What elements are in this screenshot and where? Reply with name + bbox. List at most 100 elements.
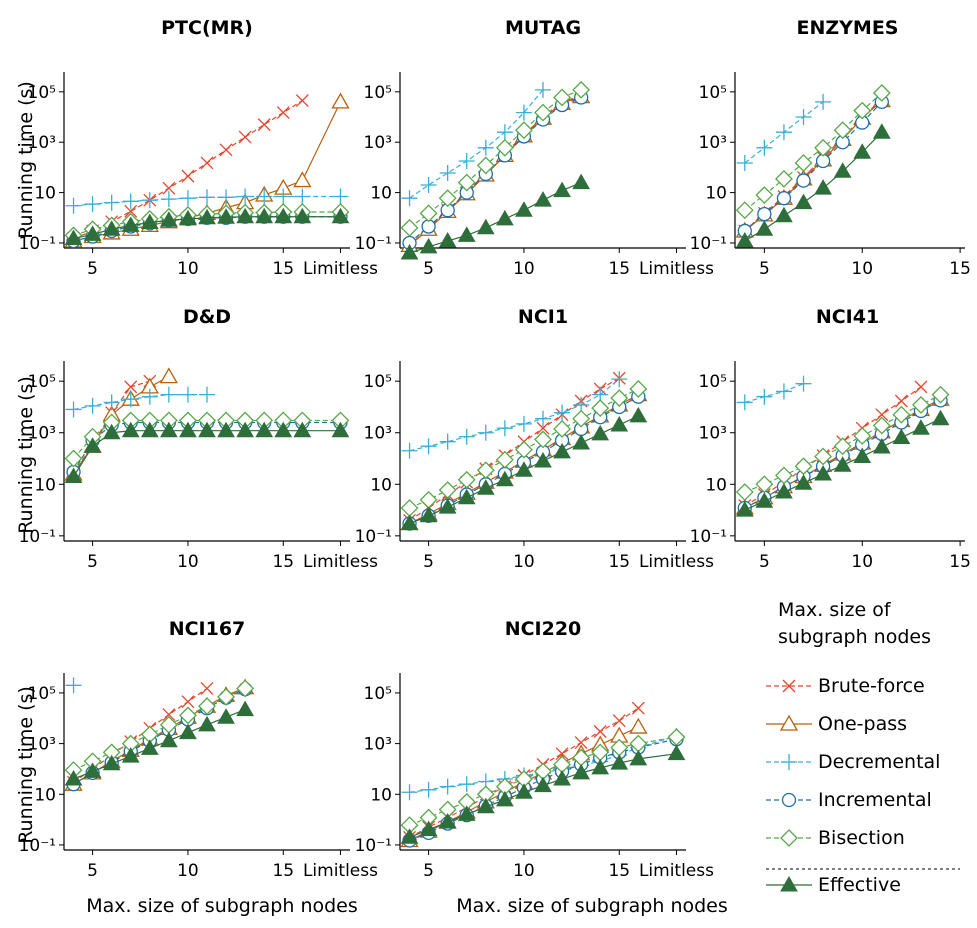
y-tick-label: 10⁻¹ bbox=[355, 527, 392, 547]
marker-brute-force bbox=[124, 204, 138, 218]
marker-decremental bbox=[275, 188, 292, 205]
y-axis-label-row1: Running time (s) bbox=[15, 81, 37, 239]
marker-incremental bbox=[796, 173, 811, 188]
marker-effective bbox=[293, 207, 312, 224]
y-tick-label: 10³ bbox=[364, 735, 392, 755]
marker-decremental bbox=[554, 404, 571, 421]
marker-effective bbox=[160, 731, 178, 748]
marker-effective bbox=[476, 218, 495, 235]
panel-title: ENZYMES bbox=[797, 17, 899, 39]
marker-bisection bbox=[419, 204, 438, 223]
legend-item-incremental: Incremental bbox=[766, 789, 932, 811]
marker-decremental bbox=[199, 189, 215, 206]
marker-brute-force bbox=[555, 747, 569, 761]
panel-3: D&D 10⁻¹ 10 10³ 10⁵ 5 10 15 Limitless bbox=[19, 306, 379, 572]
marker-effective bbox=[198, 715, 216, 732]
marker-decremental bbox=[458, 152, 475, 169]
y-tick-label: 10⁵ bbox=[364, 372, 392, 392]
marker-bisection bbox=[572, 409, 591, 428]
marker-decremental bbox=[756, 388, 773, 405]
marker-effective bbox=[83, 762, 102, 778]
marker-effective bbox=[236, 421, 254, 438]
marker-decremental bbox=[84, 196, 101, 213]
legend-marker bbox=[780, 829, 798, 847]
marker-brute-force bbox=[181, 169, 195, 183]
marker-bisection bbox=[419, 490, 438, 509]
marker-effective bbox=[457, 226, 476, 242]
series-line-effective bbox=[409, 182, 582, 254]
marker-effective bbox=[64, 770, 83, 786]
marker-decremental bbox=[458, 428, 475, 445]
y-tick-label: 10³ bbox=[699, 424, 727, 444]
y-tick-label: 10 bbox=[34, 475, 56, 495]
marker-bisection bbox=[515, 440, 533, 459]
series-line-decremental bbox=[744, 383, 804, 403]
marker-incremental bbox=[757, 206, 772, 222]
marker-effective bbox=[872, 437, 891, 454]
marker-effective bbox=[331, 421, 350, 438]
y-tick-label: 10 bbox=[34, 785, 56, 805]
marker-decremental bbox=[237, 188, 254, 205]
marker-effective bbox=[853, 447, 872, 463]
marker-bisection bbox=[217, 687, 235, 706]
marker-brute-force bbox=[162, 708, 176, 722]
marker-effective bbox=[198, 421, 216, 438]
y-tick-label: 10 bbox=[34, 184, 56, 204]
marker-effective bbox=[198, 208, 216, 225]
marker-decremental bbox=[515, 415, 532, 432]
marker-brute-force bbox=[257, 118, 271, 132]
marker-effective bbox=[735, 231, 754, 248]
marker-bisection bbox=[629, 380, 648, 398]
marker-bisection bbox=[457, 470, 476, 489]
marker-effective bbox=[515, 461, 533, 477]
marker-effective bbox=[102, 220, 121, 236]
y-tick-label: 10⁻¹ bbox=[19, 527, 56, 547]
marker-decremental bbox=[103, 194, 120, 211]
marker-decremental bbox=[179, 386, 196, 403]
marker-bisection bbox=[438, 189, 457, 208]
marker-effective bbox=[476, 479, 495, 495]
x-axis-label-nci41-line2: subgraph nodes bbox=[778, 626, 931, 648]
marker-bisection bbox=[236, 679, 255, 698]
y-tick-label: 10⁵ bbox=[699, 83, 727, 103]
marker-one-pass bbox=[331, 92, 350, 109]
y-tick-label: 10 bbox=[705, 475, 727, 495]
marker-decremental bbox=[332, 188, 349, 205]
marker-effective bbox=[179, 723, 197, 740]
marker-bisection bbox=[931, 385, 950, 404]
x-tick-label: 5 bbox=[423, 552, 434, 572]
marker-decremental bbox=[160, 386, 177, 403]
marker-effective bbox=[892, 428, 911, 445]
series-line-brute-force bbox=[744, 386, 922, 507]
y-tick-label: 10 bbox=[705, 184, 727, 204]
marker-bisection bbox=[534, 103, 552, 122]
marker-decremental bbox=[122, 391, 139, 408]
marker-decremental bbox=[736, 394, 753, 411]
marker-bisection bbox=[735, 201, 754, 220]
series-line-bisection bbox=[73, 687, 246, 771]
series-line-effective bbox=[73, 709, 246, 780]
marker-bisection bbox=[553, 420, 571, 438]
series-line-bisection bbox=[409, 89, 582, 229]
y-axis-label-row3: Running time (s) bbox=[15, 686, 37, 844]
marker-bisection bbox=[400, 499, 419, 517]
marker-bisection bbox=[853, 427, 872, 445]
marker-decremental bbox=[103, 394, 120, 411]
x-tick-label: 10 bbox=[513, 552, 535, 572]
panel-title: NCI41 bbox=[816, 306, 879, 328]
marker-effective bbox=[591, 424, 610, 441]
x-tick-label: 15 bbox=[949, 259, 971, 279]
y-tick-label: 10 bbox=[370, 475, 392, 495]
marker-effective bbox=[160, 211, 178, 227]
marker-effective bbox=[102, 754, 121, 771]
marker-effective bbox=[755, 220, 774, 236]
marker-decremental bbox=[84, 397, 101, 414]
x-tick-label: Limitless bbox=[639, 552, 714, 572]
y-tick-label: 10⁵ bbox=[364, 83, 392, 103]
series-line-decremental bbox=[73, 394, 207, 411]
marker-incremental bbox=[776, 191, 792, 206]
series-line-bisection bbox=[73, 419, 341, 459]
marker-effective bbox=[794, 474, 813, 490]
marker-effective bbox=[553, 442, 571, 459]
